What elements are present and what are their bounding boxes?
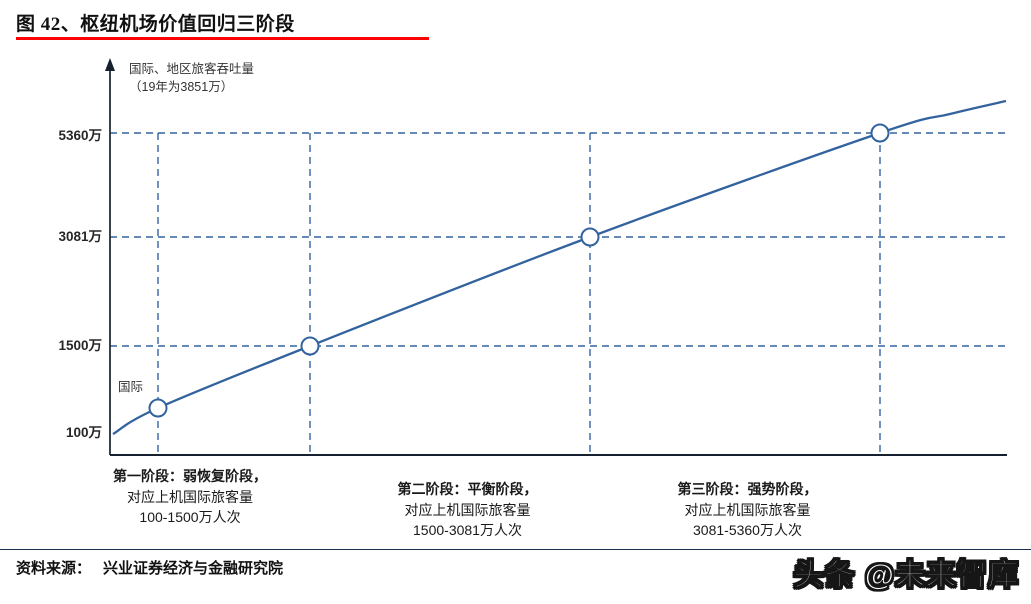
y-tick-1500: 1500万	[58, 338, 102, 353]
stage-1-title: 第一阶段：弱恢复阶段，	[113, 468, 267, 484]
stage-2-desc-line2: 1500-3081万人次	[413, 522, 522, 538]
source-label: 资料来源：	[16, 561, 92, 577]
figure-title: 图 42、枢纽机场价值回归三阶段	[16, 14, 295, 35]
y-axis-title-line1: 国际、地区旅客吞吐量	[129, 62, 255, 76]
stage-2-title: 第二阶段：平衡阶段，	[397, 481, 538, 497]
y-tick-5360: 5360万	[58, 128, 102, 143]
y-tick-3081: 3081万	[58, 229, 102, 244]
stage-3-desc-line2: 3081-5360万人次	[693, 522, 802, 538]
y-axis-title-line2: （19年为3851万）	[129, 80, 234, 94]
watermark: 头条 @未来智库	[793, 559, 1019, 593]
stage-3-desc-line1: 对应上机国际旅客量	[684, 501, 811, 518]
y-tick-100: 100万	[65, 425, 102, 440]
stage-block-2: 第二阶段：平衡阶段， 对应上机国际旅客量 1500-3081万人次	[360, 479, 575, 541]
point-annotation-international: 国际	[118, 380, 144, 394]
source-text: 兴业证券经济与金融研究院	[103, 561, 284, 577]
stage-1-desc-line2: 100-1500万人次	[139, 509, 241, 525]
stage-block-1: 第一阶段：弱恢复阶段， 对应上机国际旅客量 100-1500万人次	[90, 466, 290, 528]
footer-divider	[0, 549, 1031, 550]
stage-block-3: 第三阶段：强势阶段， 对应上机国际旅客量 3081-5360万人次	[635, 479, 860, 541]
stage-2-desc-line1: 对应上机国际旅客量	[404, 501, 531, 518]
title-underline	[16, 37, 429, 40]
stage-3-title: 第三阶段：强势阶段，	[677, 481, 818, 497]
stage-1-desc-line1: 对应上机国际旅客量	[127, 488, 253, 505]
source-row: 资料来源： 兴业证券经济与金融研究院	[16, 557, 283, 578]
